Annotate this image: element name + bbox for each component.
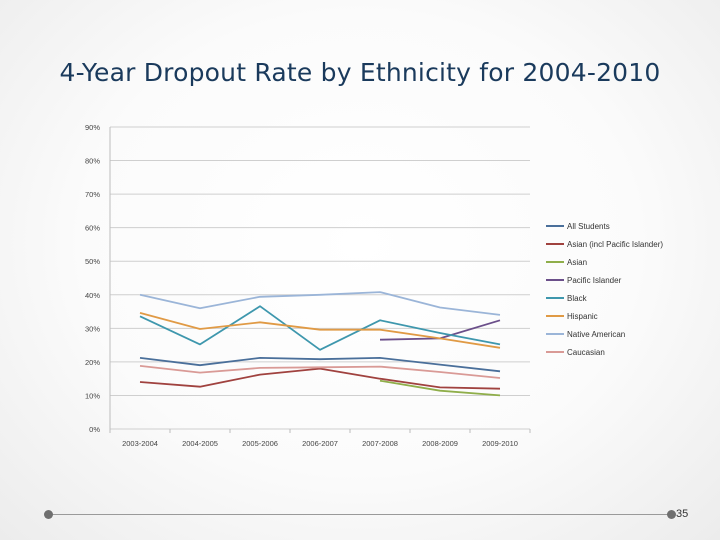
slide-title: 4-Year Dropout Rate by Ethnicity for 200… xyxy=(59,58,661,87)
series-line-hispanic xyxy=(139,312,501,349)
footer-divider xyxy=(48,514,672,515)
legend-label: Pacific Islander xyxy=(567,276,622,285)
legend-label: Black xyxy=(567,294,588,303)
y-tick-label: 50% xyxy=(85,257,100,266)
legend-label: Native American xyxy=(567,330,625,339)
series-line-caucasian xyxy=(139,365,501,379)
legend-label: Hispanic xyxy=(567,312,598,321)
y-tick-label: 80% xyxy=(85,157,100,166)
y-tick-label: 40% xyxy=(85,291,100,300)
series-line-all-students xyxy=(139,357,501,373)
chart-axes: 0% 10% 20% 30% 40% 50% 60% 70% 80% 90% 2003-2004 20… xyxy=(85,123,531,448)
series-line-asian xyxy=(379,379,501,397)
y-tick-label: 30% xyxy=(85,324,100,333)
x-tick-label: 2006-2007 xyxy=(302,439,338,448)
legend-label: All Students xyxy=(567,222,610,231)
y-tick-label: 70% xyxy=(85,190,100,199)
x-tick-label: 2004-2005 xyxy=(182,439,218,448)
y-tick-label: 0% xyxy=(89,425,100,434)
series-line-native-american xyxy=(139,291,501,316)
y-tick-label: 90% xyxy=(85,123,100,132)
x-tick-label: 2009-2010 xyxy=(482,439,518,448)
y-tick-label: 60% xyxy=(85,224,100,233)
x-tick-label: 2003-2004 xyxy=(122,439,158,448)
series-line-asian-incl-pacific-islander xyxy=(139,367,501,390)
x-tick-label: 2007-2008 xyxy=(362,439,398,448)
series-line-black xyxy=(139,305,501,351)
legend-label: Asian (incl Pacific Islander) xyxy=(567,240,663,249)
legend-label: Asian xyxy=(567,258,587,267)
footer-dot-right xyxy=(667,510,676,519)
footer-dot-left xyxy=(44,510,53,519)
legend-label: Caucasian xyxy=(567,348,605,357)
x-tick-label: 2005-2006 xyxy=(242,439,278,448)
y-tick-label: 20% xyxy=(85,358,100,367)
x-tick-label: 2008-2009 xyxy=(422,439,458,448)
page-number: 35 xyxy=(676,508,689,520)
chart-series xyxy=(139,291,501,397)
chart-legend: All Students Asian (incl Pacific Islander… xyxy=(546,222,663,357)
y-tick-label: 10% xyxy=(85,391,100,400)
